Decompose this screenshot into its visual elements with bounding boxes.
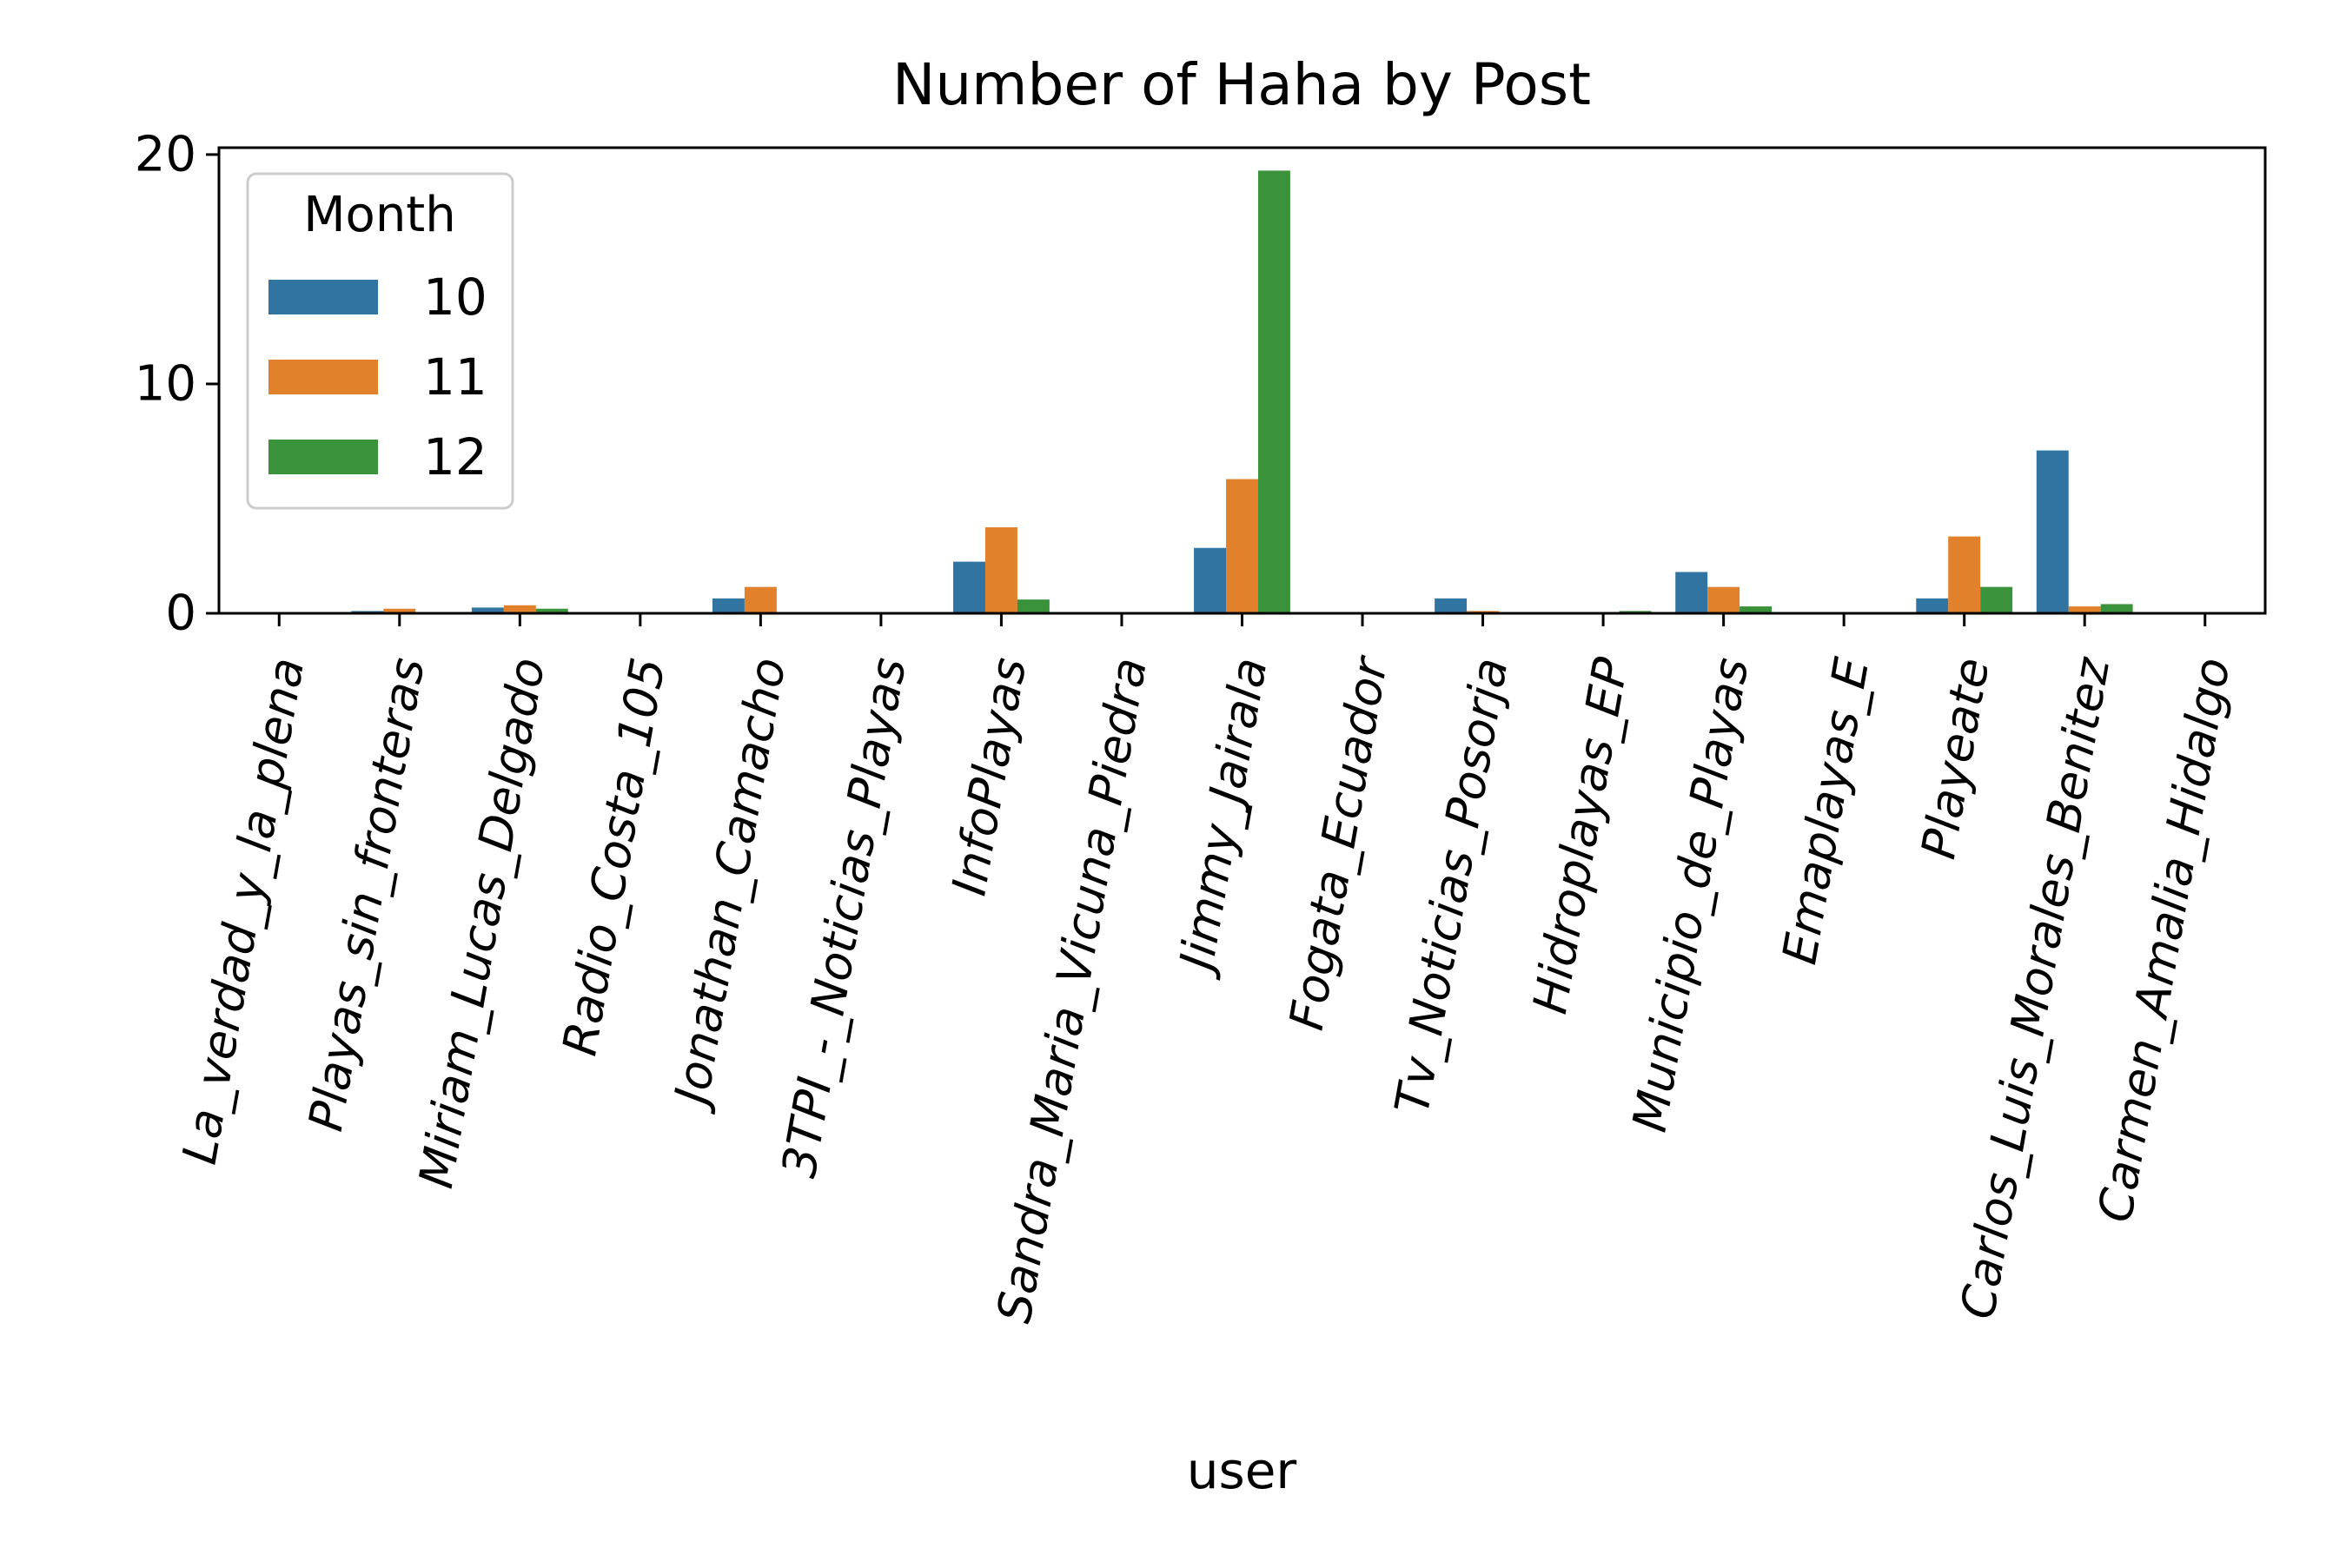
x-tick-label: 3TPI_-_Noticias_Playas (772, 654, 917, 1181)
y-axis: 0 10 20 (135, 126, 219, 642)
legend-label-10: 10 (423, 268, 487, 327)
legend-title: Month (303, 187, 456, 243)
bar-Municipio_de_Playas-month-11 (1707, 586, 1740, 613)
x-tick-label: Hidroplayas_EP (1522, 653, 1639, 1017)
bar-Carlos_Luis_Morales_Benitez-month-10 (2036, 450, 2069, 613)
x-tick-label: Jimmy_Jairala (1168, 654, 1278, 982)
x-tick-label: Emaplayas_E (1772, 653, 1879, 969)
bar-Jimmy_Jairala-month-10 (1194, 547, 1227, 613)
x-tick-label: Radio_Costa_105 (552, 654, 675, 1060)
bar-Miriam_Lucas_Delgado-month-10 (471, 607, 504, 613)
legend-swatch-11 (268, 360, 378, 394)
bar-Playeate-month-11 (1948, 536, 1981, 613)
bar-Playeate-month-12 (1980, 586, 2013, 613)
chart-title: Number of Haha by Post (892, 51, 1591, 118)
x-tick-label: Fogata_Ecuador (1279, 652, 1399, 1034)
bar-InfoPlayas-month-11 (984, 526, 1017, 613)
x-tick-label: Tv_Noticias_Posorja (1384, 654, 1518, 1118)
x-axis-title: user (1187, 1441, 1297, 1500)
x-tick-label: Playas_sin_fronteras (298, 654, 435, 1135)
x-tick-label: Carmen_Amalia_Hidalgo (2087, 654, 2240, 1227)
y-tick-label: 10 (135, 355, 196, 412)
bar-Municipio_de_Playas-month-10 (1675, 572, 1708, 613)
bar-Jimmy_Jairala-month-12 (1257, 170, 1290, 614)
bar-InfoPlayas-month-12 (1017, 599, 1050, 613)
bar-Tv_Noticias_Posorja-month-10 (1435, 598, 1468, 613)
legend-label-11: 11 (423, 347, 487, 407)
x-tick-label: Jonathan_Camacho (663, 654, 797, 1115)
bar-Carlos_Luis_Morales_Benitez-month-11 (2068, 606, 2101, 613)
bar-Miriam_Lucas_Delgado-month-11 (503, 605, 536, 613)
bar-Jonathan_Camacho-month-10 (712, 598, 745, 613)
y-tick-label: 0 (165, 586, 196, 642)
bar-Playas_sin_fronteras-month-11 (383, 608, 416, 613)
bar-InfoPlayas-month-10 (953, 561, 985, 613)
bar-Carlos_Luis_Morales_Benitez-month-12 (2100, 604, 2133, 613)
legend: Month 10 11 12 (246, 172, 514, 510)
x-tick-label: La_verdad_y_la_plena (172, 654, 315, 1168)
y-tick-label: 20 (135, 126, 196, 182)
bar-Jonathan_Camacho-month-11 (744, 586, 777, 613)
legend-swatch-10 (268, 280, 378, 314)
x-tick-label: Municipio_de_Playas (1622, 654, 1760, 1136)
bars-layer (351, 170, 2133, 614)
x-tick-label: InfoPlayas (941, 654, 1037, 900)
x-tick-label: Miriam_Lucas_Delgado (408, 654, 555, 1193)
legend-box (246, 172, 514, 510)
bar-Jimmy_Jairala-month-11 (1226, 479, 1258, 613)
x-axis: La_verdad_y_la_plenaPlayas_sin_fronteras… (172, 613, 2241, 1327)
legend-swatch-12 (268, 440, 378, 474)
bar-Playeate-month-10 (1916, 598, 1949, 613)
x-tick-label: Playeate (1911, 654, 2000, 863)
legend-label-12: 12 (423, 427, 487, 486)
bar-Miriam_Lucas_Delgado-month-12 (535, 608, 568, 613)
bar-Municipio_de_Playas-month-12 (1740, 606, 1773, 613)
